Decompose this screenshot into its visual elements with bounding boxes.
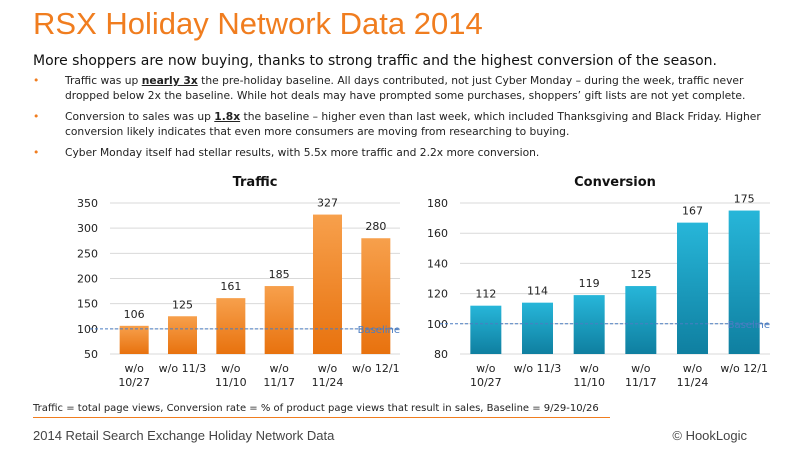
data-label: 125: [630, 268, 651, 281]
x-tick-label: w/o: [683, 362, 703, 375]
y-tick-label: 140: [427, 257, 448, 270]
y-tick-label: 120: [427, 288, 448, 301]
bullet-emphasis: nearly 3x: [141, 74, 198, 87]
bullet-text: Traffic was up: [65, 74, 142, 87]
bar: [119, 325, 149, 354]
data-label: 125: [172, 298, 193, 311]
data-label: 167: [682, 205, 703, 218]
y-tick-label: 100: [427, 318, 448, 331]
chart-title: Traffic: [233, 175, 278, 190]
x-tick-label: w/o 12/1: [720, 362, 768, 375]
y-tick-label: 180: [427, 197, 448, 210]
x-tick-label: 10/27: [470, 376, 502, 389]
data-label: 327: [317, 197, 338, 210]
y-tick-label: 350: [77, 197, 98, 210]
y-tick-label: 100: [77, 323, 98, 336]
bar: [264, 286, 294, 354]
page-subtitle: More shoppers are now buying, thanks to …: [33, 53, 717, 69]
bar: [625, 286, 657, 354]
data-label: 161: [220, 280, 241, 293]
y-tick-label: 50: [84, 348, 98, 361]
y-tick-label: 250: [77, 247, 98, 260]
footer-source: 2014 Retail Search Exchange Holiday Netw…: [33, 428, 335, 443]
bar: [470, 305, 502, 354]
bullet-marker: •: [33, 110, 40, 123]
y-tick-label: 160: [427, 227, 448, 240]
bar: [216, 298, 246, 354]
x-tick-label: 11/10: [573, 376, 605, 389]
x-tick-label: w/o 12/1: [352, 362, 400, 375]
bar: [522, 302, 553, 354]
bullet-marker: •: [33, 74, 40, 87]
bullet-marker: •: [33, 146, 40, 159]
x-tick-label: w/o 11/3: [159, 362, 207, 375]
x-tick-label: w/o: [579, 362, 599, 375]
bar: [361, 238, 391, 354]
bullet-emphasis: 1.8x: [214, 110, 241, 123]
data-label: 280: [365, 220, 386, 233]
bullet-item: • Conversion to sales was up 1.8x the bas…: [33, 109, 773, 139]
x-tick-label: w/o: [318, 362, 338, 375]
y-tick-label: 80: [434, 348, 448, 361]
x-tick-label: w/o 11/3: [514, 362, 562, 375]
conversion-chart: Conversion80100120140160180112w/o10/2711…: [427, 175, 770, 389]
data-label: 112: [475, 288, 496, 301]
x-tick-label: 10/27: [118, 376, 150, 389]
y-tick-label: 300: [77, 222, 98, 235]
x-tick-label: w/o: [631, 362, 651, 375]
bullet-text: the pre-holiday baseline. All days contr…: [65, 74, 746, 102]
y-tick-label: 150: [77, 298, 98, 311]
x-tick-label: w/o: [476, 362, 496, 375]
chart-title: Conversion: [574, 175, 656, 190]
footnote-divider: [33, 417, 610, 418]
page-title: RSX Holiday Network Data 2014: [33, 6, 483, 41]
bar: [313, 214, 342, 354]
data-label: 175: [734, 193, 755, 206]
bar: [573, 295, 605, 354]
baseline-label: Baseline: [728, 320, 770, 331]
footnote: Traffic = total page views, Conversion r…: [33, 403, 599, 414]
bullet-item: • Cyber Monday itself had stellar results…: [33, 145, 773, 160]
x-tick-label: 11/24: [677, 376, 709, 389]
bullet-list: • Traffic was up nearly 3x the pre-holida…: [33, 73, 773, 166]
bullet-text: the baseline – higher even than last wee…: [65, 110, 761, 138]
data-label: 185: [269, 268, 290, 281]
bullet-item: • Traffic was up nearly 3x the pre-holida…: [33, 73, 773, 103]
x-tick-label: 11/17: [625, 376, 657, 389]
traffic-chart: Traffic50100150200250300350106w/o10/2712…: [77, 175, 400, 389]
x-tick-label: 11/24: [312, 376, 344, 389]
data-label: 119: [579, 277, 600, 290]
x-tick-label: w/o: [269, 362, 289, 375]
bar: [728, 210, 760, 354]
x-tick-label: 11/17: [263, 376, 295, 389]
footer-copyright: © HookLogic: [672, 428, 747, 443]
y-tick-label: 200: [77, 273, 98, 286]
bullet-text: Cyber Monday itself had stellar results,…: [65, 146, 540, 159]
data-label: 114: [527, 285, 548, 298]
bullet-text: Conversion to sales was up: [65, 110, 215, 123]
data-label: 106: [124, 308, 145, 321]
bar: [168, 316, 197, 354]
bar: [677, 222, 708, 354]
x-tick-label: w/o: [124, 362, 144, 375]
x-tick-label: 11/10: [215, 376, 247, 389]
baseline-label: Baseline: [358, 325, 400, 336]
x-tick-label: w/o: [221, 362, 241, 375]
